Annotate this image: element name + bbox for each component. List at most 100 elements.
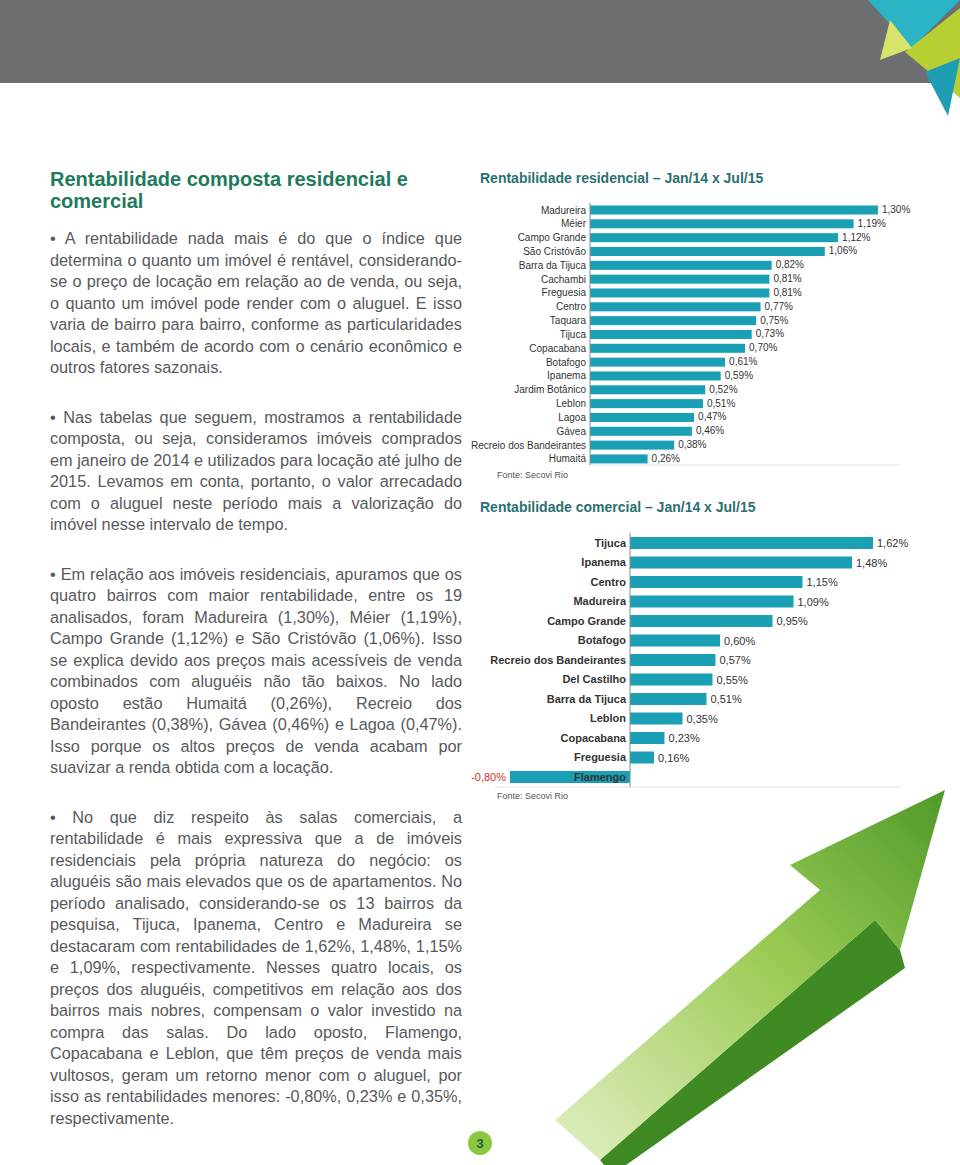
bar [630,635,720,647]
data-label: 1,15% [807,576,838,588]
bars [590,206,878,464]
data-label: 0,51% [707,398,735,409]
data-label: 0,51% [711,693,742,705]
bar [590,427,692,436]
data-label: 0,46% [696,425,724,436]
category-label: Ipanema [581,556,627,568]
category-label: Humaitá [549,453,587,464]
bar [630,693,707,705]
data-label: 1,62% [877,537,908,549]
data-label: 0,60% [724,635,755,647]
data-label: 0,59% [725,370,753,381]
bar [630,596,794,608]
category-label: Centro [591,576,627,588]
bar [630,537,873,549]
bar [590,385,705,394]
data-label: 0,75% [760,315,788,326]
bar [590,302,761,311]
data-label: 1,06% [829,245,857,256]
bar [590,261,772,270]
data-label: 0,77% [765,301,793,312]
category-label: Barra da Tijuca [519,260,587,271]
category-label: Leblon [556,398,586,409]
bar [590,344,745,353]
text-column: • A rentabilidade nada mais é do que o í… [50,228,462,1157]
chart-title: Rentabilidade comercial – Jan/14 x Jul/1… [480,499,756,515]
data-label: 0,81% [773,273,801,284]
category-label: Madureira [541,205,586,216]
category-label: Freguesia [574,751,627,763]
bar [630,732,665,744]
data-label: 0,52% [709,384,737,395]
category-label: Recreio dos Bandeirantes [490,654,626,666]
category-label: Tijuca [560,329,587,340]
data-label: 1,12% [842,232,870,243]
data-label: 0,73% [756,328,784,339]
arrow-face [555,790,945,1160]
category-label: Taquara [550,315,587,326]
bar [630,615,773,627]
category-label: Jardim Botânico [514,384,586,395]
category-label: Cachambi [541,274,586,285]
data-label: 0,23% [669,732,700,744]
category-label: Campo Grande [518,232,587,243]
category-label: Méier [561,218,587,229]
data-label: -0,80% [471,771,506,783]
value-range-line [590,465,900,466]
data-label: 0,61% [729,356,757,367]
bar [590,358,725,367]
bar [630,713,683,725]
data-label: 0,81% [773,287,801,298]
paragraph: • No que diz respeito às salas comerciai… [50,807,462,1130]
category-label: Gávea [557,426,587,437]
bar [590,316,756,325]
bar [630,752,654,764]
category-label: Tijuca [594,537,626,549]
category-label: Copacabana [561,732,627,744]
chart-title: Rentabilidade residencial – Jan/14 x Jul… [480,170,763,186]
corner-shape [880,20,912,60]
data-label: 0,55% [717,674,748,686]
bar [590,206,878,215]
data-label: 1,19% [858,218,886,229]
bar [630,674,713,686]
data-label: 1,09% [798,596,829,608]
bar [590,247,825,256]
bar [590,288,769,297]
bar [590,219,854,228]
data-label: 0,26% [652,453,680,464]
category-label: Centro [556,301,586,312]
data-label: 0,16% [658,752,689,764]
bar [630,654,716,666]
value-range-line [495,787,900,788]
bar [510,771,630,783]
category-label: Ipanema [547,370,586,381]
section-title: Rentabilidade composta residencial e com… [50,168,410,212]
category-label: Campo Grande [547,615,626,627]
bar-chart: Rentabilidade comercial – Jan/14 x Jul/1… [471,499,908,801]
data-label: 0,57% [720,654,751,666]
category-label: Freguesia [542,287,587,298]
bar [590,233,838,242]
bar [590,371,721,380]
data-label: 1,30% [882,204,910,215]
category-label: Barra da Tijuca [547,693,627,705]
category-label: Del Castilho [562,673,626,685]
category-label: Botafogo [578,634,627,646]
header-band [0,0,960,83]
category-axis [590,203,591,465]
category-label: Flamengo [574,771,626,783]
paragraph: • Nas tabelas que seguem, mostramos a re… [50,407,462,536]
bar [590,413,694,422]
bar [590,454,648,463]
bar [590,441,674,450]
data-label: 0,95% [777,615,808,627]
data-label: 0,82% [776,259,804,270]
data-label: 0,70% [749,342,777,353]
data-label: 0,35% [687,713,718,725]
data-label: 0,47% [698,411,726,422]
source-note: Fonte: Secovi Rio [497,470,568,480]
paragraph: • A rentabilidade nada mais é do que o í… [50,228,462,379]
category-label: Recreio dos Bandeirantes [471,440,586,451]
bar [630,557,852,569]
